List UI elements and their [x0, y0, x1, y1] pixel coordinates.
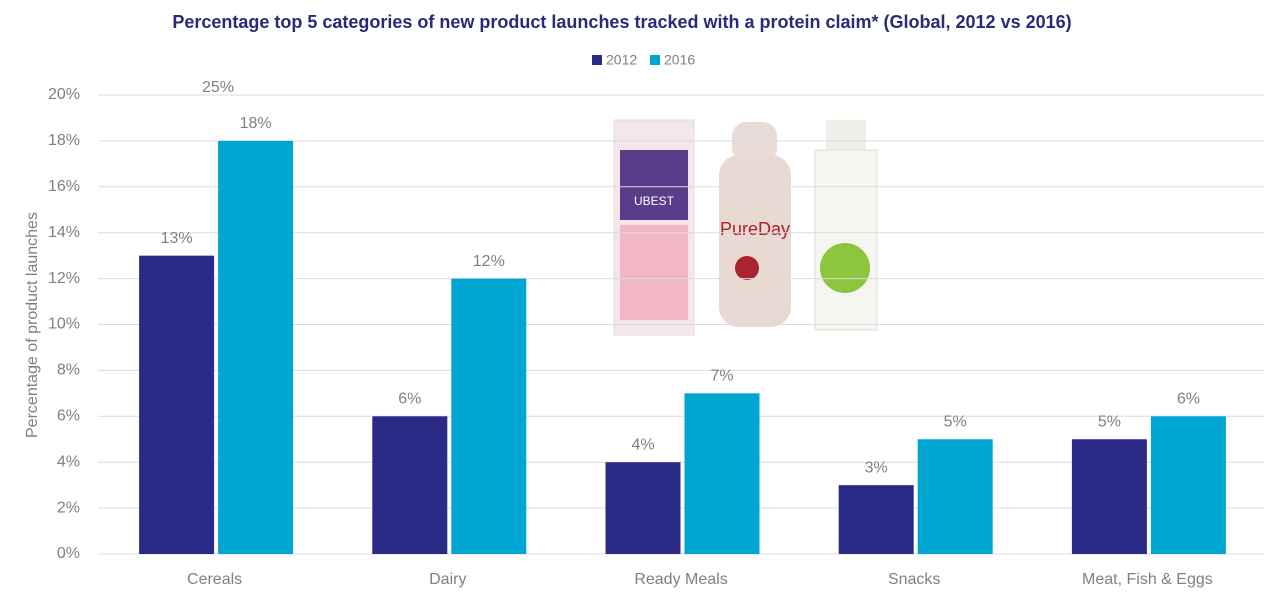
product-panel: [620, 150, 688, 220]
y-tick-label: 18%: [48, 132, 80, 149]
legend-label: 2016: [664, 52, 695, 68]
bar: [1071, 439, 1147, 554]
bar: [372, 416, 448, 554]
bar: [684, 393, 760, 554]
bar: [605, 462, 681, 554]
data-label: 3%: [865, 459, 888, 476]
y-tick-label: 4%: [57, 453, 80, 470]
product-label: UBEST: [634, 194, 675, 208]
bar: [218, 140, 294, 554]
bar: [451, 278, 527, 554]
bar: [917, 439, 993, 554]
data-label: 5%: [944, 413, 967, 430]
y-tick-label: 2%: [57, 499, 80, 516]
product-cap: [826, 120, 866, 155]
y-tick-label: 10%: [48, 316, 80, 333]
product-cap: [732, 122, 777, 162]
bar: [838, 485, 914, 554]
data-label: 13%: [161, 230, 193, 247]
data-label: 6%: [1177, 391, 1200, 408]
bar: [139, 255, 215, 554]
x-tick-label: Ready Meals: [634, 571, 727, 588]
data-label: 7%: [710, 368, 733, 385]
product-carton: [814, 149, 878, 331]
legend-label: 2012: [606, 52, 637, 68]
product-fruit: [735, 256, 759, 280]
y-tick-label: 8%: [57, 362, 80, 379]
data-label: 5%: [1098, 413, 1121, 430]
product-label: PureDay: [720, 219, 790, 239]
x-tick-label: Snacks: [888, 571, 940, 588]
x-tick-label: Cereals: [187, 571, 242, 588]
x-tick-label: Dairy: [429, 571, 466, 588]
y-tick-label: 0%: [57, 545, 80, 562]
data-label: 6%: [398, 391, 421, 408]
data-label: 12%: [473, 253, 505, 270]
y-tick-label: 16%: [48, 178, 80, 195]
product-badge: [820, 243, 870, 293]
data-label: 4%: [631, 436, 654, 453]
y-axis-label: Percentage of product launches: [24, 212, 41, 438]
y-tick-label: 12%: [48, 270, 80, 287]
x-tick-label: Meat, Fish & Eggs: [1082, 571, 1213, 588]
product-images: UBEST PureDay: [613, 119, 878, 336]
product-bottle: [719, 155, 791, 327]
y-tick-label: 20%: [48, 86, 80, 103]
annotation: 25%: [202, 79, 234, 96]
bar: [1150, 416, 1226, 554]
data-label: 18%: [240, 115, 272, 132]
y-tick-label: 14%: [48, 224, 80, 241]
chart-title: Percentage top 5 categories of new produ…: [172, 12, 1071, 32]
y-tick-label: 6%: [57, 408, 80, 425]
legend-swatch: [650, 55, 660, 65]
legend-swatch: [592, 55, 602, 65]
product-panel: [620, 225, 688, 320]
